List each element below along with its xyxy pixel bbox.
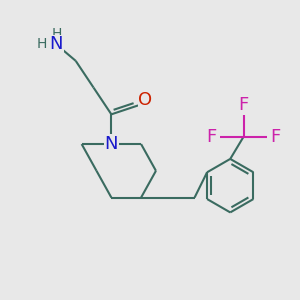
Text: F: F bbox=[206, 128, 217, 146]
Text: F: F bbox=[271, 128, 281, 146]
Text: N: N bbox=[50, 35, 63, 53]
Text: O: O bbox=[139, 91, 153, 109]
Text: N: N bbox=[105, 135, 118, 153]
Text: H: H bbox=[36, 38, 47, 52]
Text: F: F bbox=[238, 96, 249, 114]
Text: H: H bbox=[51, 27, 62, 41]
